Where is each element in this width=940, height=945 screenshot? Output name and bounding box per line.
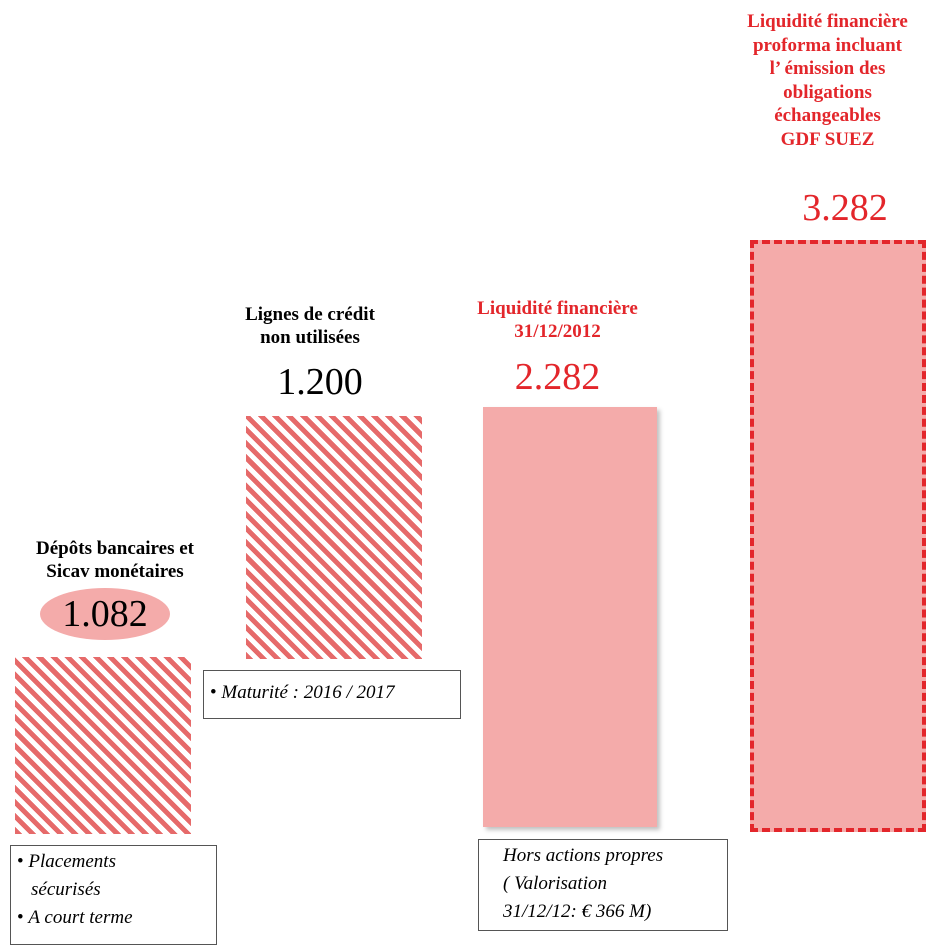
note-deposits: Placements sécurisés A court terme: [10, 845, 217, 945]
note-liquidity-line-2: ( Valorisation: [503, 873, 607, 894]
bar-label-liquidity-proforma: Liquidité financière proforma incluant l…: [747, 11, 908, 150]
value-highlight-oval: [40, 588, 170, 640]
note-credit-lines-text: Maturité : 2016 / 2017: [210, 673, 454, 713]
note-liquidity: Hors actions propres ( Valorisation 31/1…: [478, 839, 728, 931]
bar-value-liquidity-proforma: 3.282: [802, 187, 888, 229]
note-deposits-line-1: Placements: [17, 848, 210, 876]
bar-credit-lines: [246, 416, 422, 659]
bar-label-deposits: Dépôts bancaires et Sicav monétaires: [36, 538, 194, 582]
bar-value-liquidity-2012: 2.282: [514, 356, 601, 398]
bar-label-credit-lines: Lignes de crédit non utilisées: [245, 304, 375, 348]
bar-label-liquidity-2012: Liquidité financière 31/12/2012: [477, 298, 638, 342]
bar-value-deposits: 1.082: [62, 593, 148, 635]
bar-deposits: [15, 657, 191, 834]
note-credit-lines: Maturité : 2016 / 2017: [203, 670, 461, 719]
note-deposits-line-3: A court terme: [17, 904, 210, 932]
note-deposits-line-2: sécurisés: [31, 879, 101, 900]
bar-liquidity-2012: [483, 407, 657, 827]
note-liquidity-line-1: Hors actions propres: [503, 845, 664, 866]
bar-liquidity-proforma: [750, 240, 926, 832]
note-liquidity-line-3: 31/12/12: € 366 M): [503, 901, 652, 922]
bar-value-credit-lines: 1.200: [277, 361, 363, 403]
